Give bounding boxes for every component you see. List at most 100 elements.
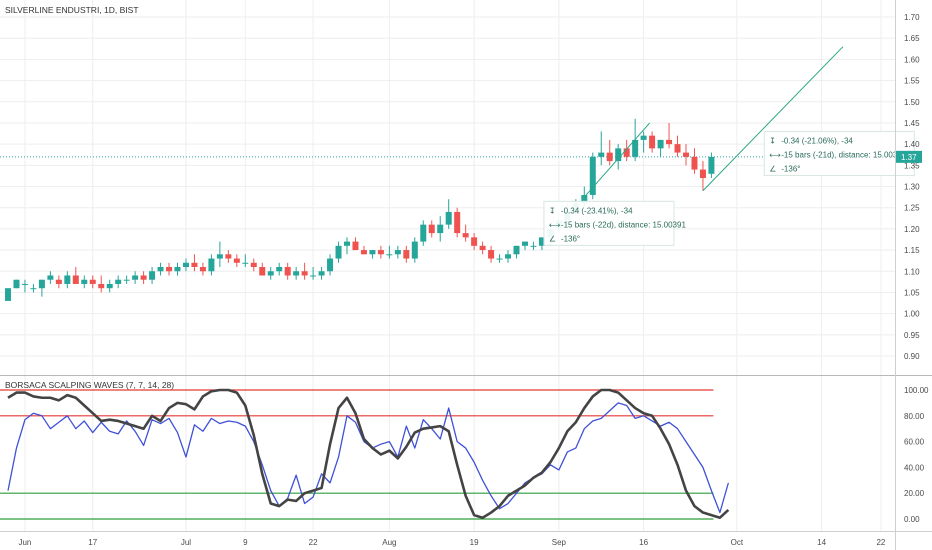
candle xyxy=(589,152,596,200)
time-tick-label: Aug xyxy=(382,538,396,547)
candle xyxy=(699,161,706,191)
measure-box[interactable]: ↧ -0.34 (-23.41%), -34⟷ -15 bars (-22d), d… xyxy=(543,200,687,246)
price-tick-label: 1.40 xyxy=(904,140,920,149)
candle xyxy=(174,262,181,276)
candle-body xyxy=(191,262,198,268)
candle-body xyxy=(216,254,223,259)
candle-body xyxy=(632,139,639,157)
price-tick-label: 1.15 xyxy=(904,246,920,255)
candle-body xyxy=(589,156,596,195)
price-tick-label: 1.20 xyxy=(904,225,920,234)
candle-body xyxy=(657,139,664,149)
price-tick-label: 1.25 xyxy=(904,204,920,213)
price-tick-label: 1.35 xyxy=(904,161,920,170)
time-tick-label: 9 xyxy=(243,538,248,547)
candle xyxy=(479,241,486,255)
candle xyxy=(89,275,96,289)
candle-body xyxy=(377,250,384,255)
measure-box[interactable]: ↧ -0.34 (-21.06%), -34⟷ -15 bars (-21d), d… xyxy=(763,130,915,176)
candle-body xyxy=(38,279,45,289)
candle-body xyxy=(89,279,96,284)
candle-body xyxy=(428,224,435,234)
candle xyxy=(352,237,359,251)
candle xyxy=(47,271,54,284)
candle xyxy=(250,258,257,272)
candle-body xyxy=(615,148,622,162)
candle-body xyxy=(344,241,350,246)
candle xyxy=(216,241,223,268)
candle xyxy=(411,237,418,263)
measure-box-frame xyxy=(763,130,915,176)
measure-text: -0.34 (-21.06%), -34 xyxy=(781,136,853,145)
candle-body xyxy=(225,254,232,259)
price-tick-label: 1.60 xyxy=(904,55,920,64)
time-tick-label: 22 xyxy=(309,538,318,547)
candle xyxy=(276,262,283,276)
candle xyxy=(38,279,45,297)
candle xyxy=(640,131,647,153)
candle xyxy=(55,275,62,289)
time-tick-label: 17 xyxy=(88,538,97,547)
candle-body xyxy=(115,279,122,284)
candle xyxy=(445,199,452,229)
candle xyxy=(318,267,325,280)
candle-body xyxy=(505,254,512,259)
candle-body xyxy=(276,267,283,272)
candle xyxy=(674,135,681,157)
candle xyxy=(538,237,545,251)
candle xyxy=(72,267,79,284)
candle xyxy=(488,245,495,263)
measure-tools[interactable]: ↧ -0.34 (-23.41%), -34⟷ -15 bars (-22d), d… xyxy=(543,46,915,246)
candle-body xyxy=(123,279,130,281)
candle-body xyxy=(174,267,181,272)
measure-trendline[interactable] xyxy=(583,122,651,198)
candle xyxy=(649,131,656,153)
candle-body xyxy=(666,139,673,145)
time-tick-label: Sep xyxy=(552,538,567,547)
candle xyxy=(369,250,376,259)
candle xyxy=(123,275,130,284)
measure-icon: ∠ xyxy=(769,164,776,173)
candle xyxy=(377,245,384,259)
candle xyxy=(233,254,240,268)
candle-body xyxy=(488,250,495,259)
candle xyxy=(623,139,630,162)
grid xyxy=(0,0,895,531)
time-tick-label: Jun xyxy=(18,538,31,547)
candle-body xyxy=(640,135,647,140)
candle-body xyxy=(581,194,588,204)
candle-body xyxy=(98,283,105,289)
measure-text: -136° xyxy=(781,164,800,173)
candle xyxy=(98,275,105,293)
measure-icon: ⟷ xyxy=(549,220,561,229)
measure-icon: ∠ xyxy=(549,234,556,243)
candle-body xyxy=(420,224,427,242)
measure-text: -15 bars (-21d), distance: 15.00391 xyxy=(781,150,907,159)
candle-body xyxy=(140,275,147,280)
measure-trendline[interactable] xyxy=(702,46,844,192)
candle xyxy=(521,241,528,251)
candle xyxy=(403,245,410,263)
candle-body xyxy=(538,237,545,246)
measure-icon: ⟷ xyxy=(769,150,781,159)
candle-body xyxy=(360,250,367,255)
time-tick-label: Jul xyxy=(181,538,191,547)
candle-body xyxy=(521,241,528,246)
candle xyxy=(471,233,478,251)
candle xyxy=(199,262,206,276)
candle xyxy=(420,220,427,246)
time-tick-label: 19 xyxy=(470,538,479,547)
measure-box-frame xyxy=(543,200,675,246)
candle-body xyxy=(47,275,54,280)
slow-wave-line xyxy=(7,388,730,520)
candle xyxy=(615,144,622,170)
candle xyxy=(191,254,198,272)
price-tick-label: 1.45 xyxy=(904,119,920,128)
candle-body xyxy=(699,169,706,179)
candle-body xyxy=(13,279,20,289)
candle xyxy=(182,258,189,272)
candle xyxy=(149,267,156,284)
candle xyxy=(293,267,300,280)
